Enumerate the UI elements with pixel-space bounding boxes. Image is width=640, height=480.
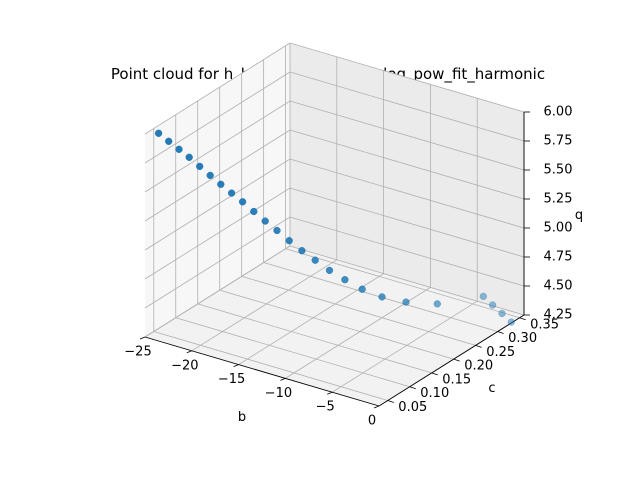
y-gridline: [219, 289, 454, 360]
z-gridline: [289, 216, 525, 287]
z-gridline: [144, 158, 291, 251]
z-gridline: [144, 245, 291, 338]
data-points: [154, 129, 515, 326]
data-point: [261, 217, 269, 225]
y-tick: [497, 331, 504, 334]
data-point: [498, 309, 506, 318]
z-gridline: [289, 158, 525, 229]
data-point: [507, 318, 515, 326]
data-point: [227, 189, 236, 197]
x-tick-label: −10: [265, 386, 292, 401]
data-point: [341, 276, 349, 284]
axis-panes: [145, 43, 524, 406]
x-tick: [139, 336, 146, 340]
data-point: [433, 300, 441, 308]
z-tick-label: 5.25: [544, 192, 573, 207]
y-tick-label: 0.15: [442, 372, 471, 387]
y-tick-label: 0.35: [530, 317, 559, 332]
x-tick-label: −25: [124, 345, 151, 360]
data-point: [378, 293, 386, 301]
z-gridline: [144, 42, 291, 135]
y-gridline: [285, 248, 520, 319]
tick-labels: −25 −20 −15 −10 −5 0 0.050.100.150.200.250.300…: [124, 105, 572, 429]
data-point: [165, 137, 173, 145]
x-tick: [233, 364, 239, 367]
y-tick-label: 0.30: [508, 331, 537, 346]
z-gridline: [289, 245, 525, 316]
data-point: [358, 285, 366, 293]
back-pane: [290, 43, 524, 315]
x-tick: [186, 350, 192, 354]
data-point: [250, 207, 258, 216]
y-gridline: [197, 303, 432, 374]
tick-marks: [139, 111, 530, 409]
z-tick-label: 4.50: [544, 279, 573, 294]
left-pane: [145, 43, 290, 337]
y-tick: [475, 344, 482, 348]
data-point: [479, 292, 487, 301]
y-tick-label: 0.25: [486, 345, 515, 360]
x-axis-line: [144, 336, 380, 407]
z-gridline: [144, 100, 291, 193]
x-tick-label: −15: [218, 372, 245, 387]
y-tick: [387, 400, 394, 403]
y-gridline: [241, 275, 476, 346]
x-tick-label: −5: [316, 400, 335, 415]
data-point: [273, 226, 281, 235]
data-point: [298, 247, 306, 255]
y-tick: [431, 372, 438, 376]
z-tick-label: 4.25: [544, 308, 573, 323]
data-point: [196, 162, 204, 171]
y-gridline: [175, 317, 410, 388]
y-tick: [409, 386, 416, 390]
data-point: [488, 301, 497, 309]
z-gridline: [144, 129, 291, 222]
data-point: [175, 145, 183, 153]
y-axis-label: c: [488, 381, 495, 396]
x-tick: [373, 405, 380, 409]
y-gridline: [153, 331, 388, 401]
y-tick-label: 0.20: [464, 359, 493, 374]
data-point: [217, 180, 225, 188]
data-point: [325, 266, 334, 275]
y-tick-label: 0.10: [420, 386, 449, 401]
data-point: [185, 153, 193, 161]
x-gridline: [331, 300, 478, 393]
z-gridline: [144, 71, 291, 164]
x-tick-label: −20: [171, 358, 198, 373]
data-point: [154, 129, 163, 137]
data-point: [311, 256, 319, 264]
x-tick-label: 0: [368, 414, 376, 429]
x-tick: [280, 378, 286, 381]
z-tick-label: 6.00: [544, 105, 573, 120]
x-gridline: [191, 259, 338, 352]
z-tick-label: 5.75: [544, 134, 573, 149]
floor-pane: [145, 246, 524, 406]
z-gridline: [289, 42, 525, 113]
z-gridline: [289, 187, 525, 258]
x-axis-label: b: [238, 410, 246, 425]
z-tick-label: 5.00: [544, 221, 573, 236]
z-gridline: [144, 187, 291, 280]
z-gridline: [144, 216, 291, 309]
data-point: [402, 298, 410, 306]
data-point: [206, 171, 214, 180]
z-tick-label: 4.75: [544, 250, 573, 265]
y-tick: [519, 317, 526, 321]
z-axis-label: q: [575, 208, 583, 223]
z-gridline: [289, 129, 525, 200]
x-tick: [327, 391, 333, 395]
y-tick: [453, 358, 460, 362]
y-axis-line: [378, 314, 525, 407]
data-point: [285, 237, 293, 245]
axis-lines: [144, 112, 525, 407]
data-point: [238, 198, 247, 206]
z-gridline: [289, 100, 525, 171]
y-tick-label: 0.05: [398, 400, 427, 415]
z-tick-label: 5.50: [544, 163, 573, 178]
z-gridline: [289, 71, 525, 142]
